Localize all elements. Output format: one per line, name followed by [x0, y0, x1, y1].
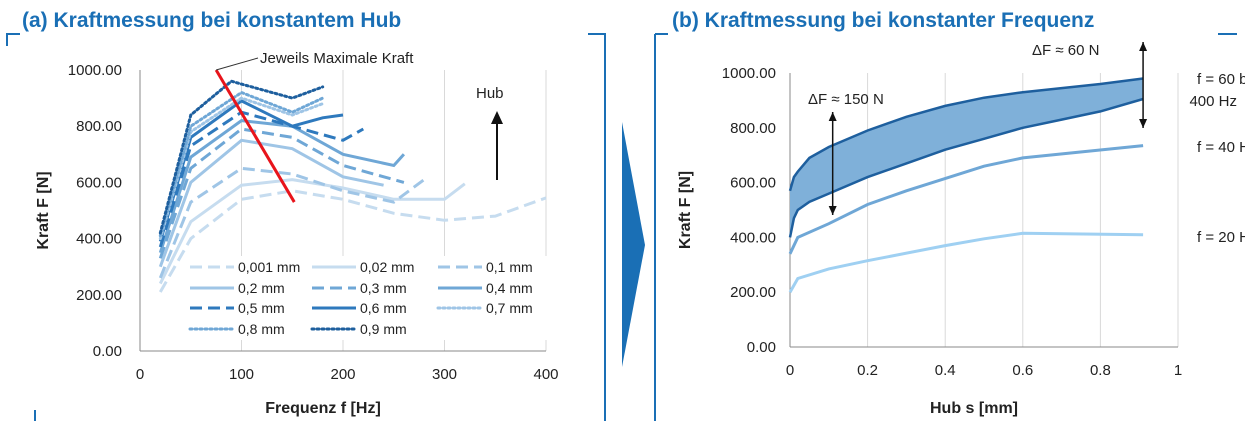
delta-arrow-150-head-top — [828, 112, 837, 121]
y-tick-a-800.00: 800.00 — [76, 118, 122, 135]
trend-leader-line — [215, 57, 259, 71]
series-line-a-0 — [158, 189, 547, 293]
y-tick-a-600.00: 600.00 — [76, 174, 122, 191]
panel-b: (b) Kraftmessung bei konstanter Frequenz… — [654, 9, 1245, 421]
frequency-band-area — [790, 78, 1144, 238]
legend-label-a-0: 0,001 mm — [238, 259, 300, 275]
series-line-b-1 — [788, 231, 1144, 293]
legend-label-a-8: 0,7 mm — [486, 300, 533, 316]
series-line-a-10 — [158, 79, 325, 235]
legend-label-a-2: 0,1 mm — [486, 259, 533, 275]
delta-arrow-60-head-bottom — [1139, 119, 1148, 128]
max-force-trend-line — [214, 69, 296, 203]
legend-label-a-5: 0,4 mm — [486, 280, 533, 296]
legend-label-a-6: 0,5 mm — [238, 300, 285, 316]
panel-a-title: (a) Kraftmessung bei konstantem Hub — [22, 9, 401, 32]
y-tick-a-1000.00: 1000.00 — [68, 62, 122, 79]
delta-label-150: ΔF ≈ 150 N — [808, 91, 884, 108]
legend-label-a-9: 0,8 mm — [238, 321, 285, 337]
series-line-a-6 — [158, 110, 365, 248]
x-tick-a-300: 300 — [432, 366, 457, 383]
x-tick-a-400: 400 — [533, 366, 558, 383]
band-label-line2: 400 Hz — [1189, 93, 1237, 110]
plot-area-a: 0 100 200 300 400 0.00 200.00 400.00 600.00 800.0… — [35, 50, 559, 417]
plot-area-b: 0 0.2 0.4 0.6 0.8 1 0.00 200.00 400.00 600.00 800.… — [677, 42, 1245, 417]
y-tick-a-400.00: 400.00 — [76, 231, 122, 248]
x-tick-b-0.8: 0.8 — [1090, 362, 1111, 379]
series-line-a-3 — [158, 138, 384, 268]
y-tick-b-800.00: 800.00 — [730, 120, 776, 137]
delta-arrow-150-head-bottom — [828, 206, 837, 215]
x-tick-b-0: 0 — [786, 362, 794, 379]
legend-label-a-3: 0,2 mm — [238, 280, 285, 296]
hub-arrow-head — [491, 111, 503, 124]
series-line-a-4 — [158, 127, 405, 259]
delta-arrow-60-head-top — [1139, 42, 1148, 51]
y-axis-label-a: Kraft F [N] — [35, 171, 52, 249]
series-line-a-7 — [158, 99, 344, 242]
series-line-b-0 — [788, 144, 1144, 255]
legend-a: 0,001 mm 0,02 mm 0,1 mm 0,2 mm 0,3 mm 0,4 mm 0… — [184, 256, 554, 340]
hub-annotation: Hub — [476, 85, 504, 102]
y-tick-b-600.00: 600.00 — [730, 175, 776, 192]
series-label-b-1: f = 20 Hz — [1197, 229, 1245, 246]
legend-label-a-10: 0,9 mm — [360, 321, 407, 337]
chevron-right-arrow-icon — [622, 122, 645, 367]
y-tick-a-0.00: 0.00 — [93, 343, 122, 360]
x-tick-b-1: 1 — [1174, 362, 1182, 379]
delta-label-60: ΔF ≈ 60 N — [1032, 42, 1099, 59]
series-label-b-0: f = 40 Hz — [1197, 139, 1245, 156]
band-lower-line — [788, 97, 1144, 238]
series-line-a-9 — [158, 90, 325, 238]
y-tick-b-1000.00: 1000.00 — [722, 65, 776, 82]
y-tick-b-200.00: 200.00 — [730, 284, 776, 301]
legend-label-a-4: 0,3 mm — [360, 280, 407, 296]
x-tick-b-0.4: 0.4 — [935, 362, 956, 379]
panel-b-title: (b) Kraftmessung bei konstanter Frequenz — [672, 9, 1094, 32]
band-label-line1: f = 60 bis — [1197, 71, 1245, 88]
x-tick-b-0.6: 0.6 — [1012, 362, 1033, 379]
trend-label: Jeweils Maximale Kraft — [260, 50, 414, 67]
series-line-a-2 — [158, 166, 426, 279]
x-tick-b-0.2: 0.2 — [857, 362, 878, 379]
x-tick-a-100: 100 — [229, 366, 254, 383]
legend-label-a-1: 0,02 mm — [360, 259, 414, 275]
panel-a: (a) Kraftmessung bei konstantem Hub 0 100… — [6, 9, 606, 421]
legend-label-a-7: 0,6 mm — [360, 300, 407, 316]
y-axis-label-b: Kraft F [N] — [677, 171, 694, 249]
band-upper-line — [788, 77, 1144, 192]
x-tick-a-200: 200 — [330, 366, 355, 383]
y-tick-b-400.00: 400.00 — [730, 229, 776, 246]
y-tick-b-0.00: 0.00 — [747, 339, 776, 356]
legend-a-background — [184, 256, 554, 340]
x-axis-label-a: Frequenz f [Hz] — [265, 400, 381, 417]
y-tick-a-200.00: 200.00 — [76, 287, 122, 304]
x-axis-label-b: Hub s [mm] — [930, 400, 1018, 417]
x-tick-a-0: 0 — [136, 366, 144, 383]
